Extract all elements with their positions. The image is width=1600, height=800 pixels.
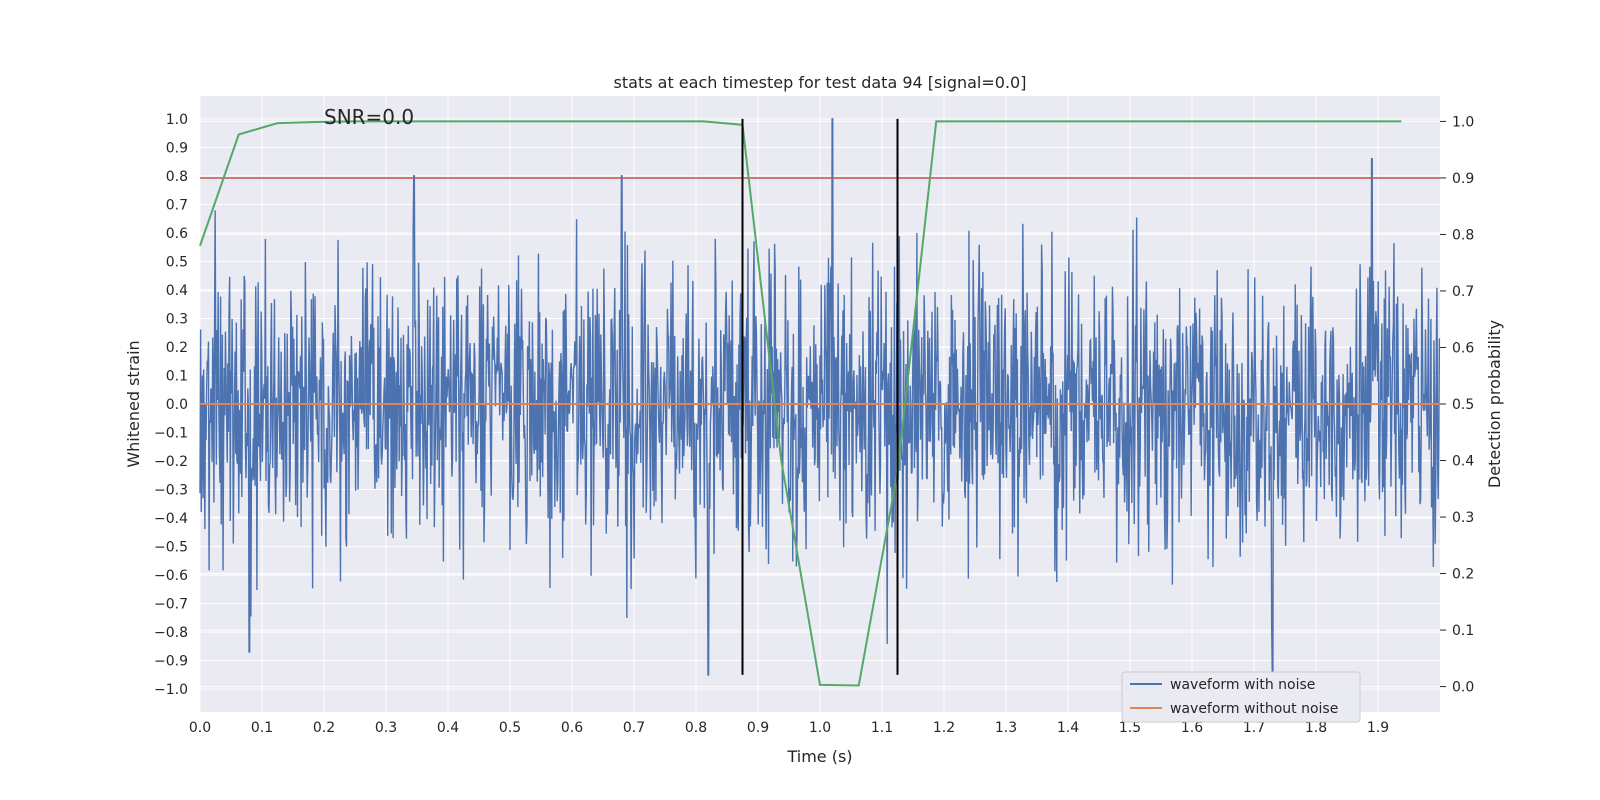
x-tick-label: 1.4 <box>1057 720 1079 736</box>
y-tick-label: 0.7 <box>166 197 188 213</box>
y-tick-label: −0.6 <box>154 568 188 584</box>
series-waveform-with-noise <box>199 118 1441 676</box>
chart-title: stats at each timestep for test data 94 … <box>614 73 1027 92</box>
x-tick-label: 1.0 <box>809 720 831 736</box>
y-tick-label: 0.2 <box>166 340 188 356</box>
y-tick-label: −0.8 <box>154 625 188 641</box>
y2-tick-label: 1.0 <box>1452 114 1474 130</box>
y2-tick-label: 0.6 <box>1452 340 1474 356</box>
x-tick-label: 1.1 <box>871 720 893 736</box>
x-tick-label: 1.2 <box>933 720 955 736</box>
x-axis: 0.0 0.1 0.2 0.3 0.4 0.5 0.6 0.7 0.8 0.9 1.0 1.1 1.2 1… <box>189 720 1389 736</box>
y2-tick-label: 0.9 <box>1452 171 1474 187</box>
x-tick-label: 0.8 <box>685 720 707 736</box>
x-tick-label: 0.7 <box>623 720 645 736</box>
legend-label-noise: waveform with noise <box>1170 677 1315 693</box>
x-tick-label: 1.6 <box>1181 720 1203 736</box>
legend-box <box>1121 671 1361 723</box>
y-tick-label: 0.3 <box>166 311 188 327</box>
y2-tick-label: 0.7 <box>1452 284 1474 300</box>
y-tick-label: −0.5 <box>154 540 188 556</box>
x-tick-label: 0.5 <box>499 720 521 736</box>
y-tick-label: 1.0 <box>166 112 188 128</box>
y-tick-label: −0.2 <box>154 454 188 470</box>
x-tick-label: 0.3 <box>375 720 397 736</box>
x-tick-label: 0.6 <box>561 720 583 736</box>
y-tick-label: 0.4 <box>166 283 188 299</box>
y2-tick-label: 0.1 <box>1452 623 1474 639</box>
x-tick-label: 1.8 <box>1305 720 1327 736</box>
y-axis-title: Whitened strain <box>124 340 143 467</box>
legend: waveform with noise waveform without noi… <box>1121 671 1361 723</box>
y-axis-left: 1.0 0.9 0.8 0.7 0.6 0.5 0.4 0.3 0.2 0.1 0.0 −0.1 −0.… <box>154 112 188 698</box>
x-tick-label: 1.9 <box>1367 720 1389 736</box>
y2-tick-label: 0.4 <box>1452 454 1474 470</box>
y-tick-label: 0.5 <box>166 254 188 270</box>
y2-tick-label: 0.0 <box>1452 680 1474 696</box>
x-tick-label: 1.7 <box>1243 720 1265 736</box>
x-tick-label: 0.4 <box>437 720 459 736</box>
y-tick-label: −0.7 <box>154 597 188 613</box>
y2-axis-title: Detection probability <box>1485 320 1504 488</box>
y-tick-label: −0.9 <box>154 654 188 670</box>
x-tick-label: 1.3 <box>995 720 1017 736</box>
y-tick-label: −0.4 <box>154 511 188 527</box>
y2-tick-label: 0.8 <box>1452 227 1474 243</box>
snr-annotation: SNR=0.0 <box>324 105 414 129</box>
y-tick-label: 0.8 <box>166 169 188 185</box>
x-axis-title: Time (s) <box>786 747 852 766</box>
x-tick-label: 1.5 <box>1119 720 1141 736</box>
y-tick-label: 0.9 <box>166 140 188 156</box>
plot-area <box>199 118 1441 687</box>
x-tick-label: 0.2 <box>313 720 335 736</box>
y-tick-label: −0.1 <box>154 426 188 442</box>
legend-label-clean: waveform without noise <box>1170 701 1338 717</box>
x-tick-label: 0.1 <box>251 720 273 736</box>
y2-tick-label: 0.5 <box>1452 397 1474 413</box>
y-tick-label: 0.1 <box>166 368 188 384</box>
y-tick-label: 0.6 <box>166 226 188 242</box>
x-tick-label: 0.0 <box>189 720 211 736</box>
series-detection-probability <box>199 120 1402 687</box>
y-axis-right: 1.0 0.9 0.8 0.7 0.6 0.5 0.4 0.3 0.2 0.1 0.0 <box>1440 114 1474 696</box>
y2-tick-label: 0.2 <box>1452 567 1474 583</box>
y-tick-label: −0.3 <box>154 483 188 499</box>
y-tick-label: −1.0 <box>154 682 188 698</box>
y2-tick-label: 0.3 <box>1452 510 1474 526</box>
y-tick-label: 0.0 <box>166 397 188 413</box>
x-tick-label: 0.9 <box>747 720 769 736</box>
